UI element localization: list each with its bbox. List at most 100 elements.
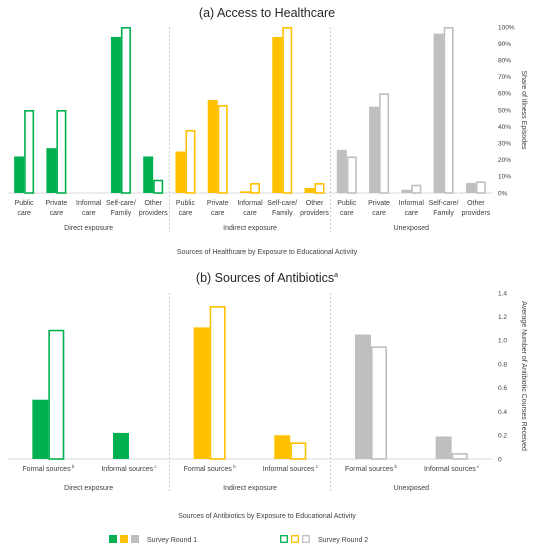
chart-a-bar-round1	[240, 191, 250, 193]
chart-a-bar-round2	[120, 26, 131, 194]
chart-b-category-superscript: c	[476, 464, 480, 469]
chart-a-y-tick: 0%	[498, 190, 508, 197]
legend-label-round2: Survey Round 2	[318, 537, 368, 544]
chart-a-bar-round1	[110, 36, 121, 194]
chart-b-bar-round2	[290, 442, 307, 460]
chart-a-category-label: care	[243, 210, 257, 217]
chart-a-y-tick: 50%	[498, 107, 511, 114]
chart-b-y-tick: 0	[498, 456, 502, 463]
legend-swatch-round2	[291, 535, 299, 543]
chart-a-category-label: Public	[337, 200, 357, 207]
chart-b-bar-round1	[32, 399, 49, 459]
chart-a-y-tick: 100%	[498, 24, 515, 31]
chart-b-y-tick: 0.4	[498, 409, 507, 416]
chart-b-group-label: Unexposed	[394, 485, 430, 492]
chart-b-y-axis-title: Average Number of Antibiotic Courses Rec…	[520, 301, 527, 451]
chart-a-bar-round2	[475, 181, 486, 194]
chart-a-category-label: Informal	[399, 200, 425, 207]
chart-a-bar-round2	[443, 26, 454, 194]
chart-a-bar-round1	[46, 148, 57, 193]
chart-b-x-axis-title: Sources of Antibiotics by Exposure to Ed…	[178, 513, 356, 520]
chart-a-y-axis-title: Share of Illness Episodes	[520, 71, 527, 150]
chart-a-category-label: Informal	[76, 200, 102, 207]
legend-label-round1: Survey Round 1	[147, 537, 197, 544]
chart-b-category-label: Formal sources b	[345, 464, 397, 473]
chart-b-y-tick: 1.2	[498, 314, 507, 321]
chart-a-category-label: Family	[433, 210, 454, 217]
chart-a-y-tick: 60%	[498, 91, 511, 98]
chart-a-bar-round2	[314, 183, 325, 194]
chart-a-category-label: Private	[207, 200, 229, 207]
chart-b-category-label: Informal sources c	[424, 464, 480, 473]
chart-b-bar-round1	[355, 334, 371, 459]
chart-b-group-label: Direct exposure	[64, 485, 113, 492]
chart-a-category-label: Informal	[237, 200, 263, 207]
chart-b-bar-round2	[370, 346, 387, 460]
chart-a-bar-round2	[24, 110, 35, 194]
chart-a-category-label: Family	[111, 210, 132, 217]
chart-a-y-tick: 20%	[498, 157, 511, 164]
chart-a-category-label: care	[179, 210, 193, 217]
chart-b-category-superscript: b	[71, 464, 75, 469]
chart-b-group-label: Indirect exposure	[223, 485, 277, 492]
chart-b-category-superscript: c	[314, 464, 318, 469]
chart-a-category-label: Other	[467, 200, 485, 207]
chart-b-y-tick: 0.6	[498, 385, 507, 392]
chart-a-category-label: Other	[306, 200, 324, 207]
chart-a-category-label: Public	[15, 200, 35, 207]
chart-b-bar-round1	[193, 327, 210, 459]
chart-a-bar-round2	[282, 26, 293, 194]
chart-a-bar-round2	[217, 105, 228, 194]
legend-swatch-round1	[109, 535, 117, 543]
chart-a-category-label: Self-care/	[106, 200, 136, 207]
chart-b-bar-round1	[435, 436, 452, 459]
chart-a-bar-round1	[401, 189, 412, 193]
chart-a-category-label: care	[340, 210, 354, 217]
chart-a-category-label: Public	[176, 200, 196, 207]
chart-b-y-tick: 1.0	[498, 338, 507, 345]
chart-a-category-label: care	[211, 210, 225, 217]
chart-a-y-tick: 40%	[498, 124, 511, 131]
chart-b-category-label: Informal sources c	[263, 464, 319, 473]
chart-a-group-label: Indirect exposure	[223, 225, 277, 232]
chart-a-category-label: care	[17, 210, 31, 217]
legend-swatch-round2	[302, 535, 310, 543]
chart-b-bar-round1	[113, 432, 129, 459]
chart-a-category-label: Family	[272, 210, 293, 217]
chart-a-bar-round1	[465, 183, 476, 193]
chart-a-category-label: providers	[300, 210, 329, 217]
chart-a-y-tick: 80%	[498, 58, 511, 65]
chart-a-bar-round1	[14, 156, 25, 193]
chart-a-y-tick: 90%	[498, 41, 511, 48]
chart-a-category-label: Private	[368, 200, 390, 207]
chart-a-x-axis-title: Sources of Healthcare by Exposure to Edu…	[177, 249, 358, 256]
chart-a-category-label: care	[372, 210, 386, 217]
chart-a-title: (a) Access to Healthcare	[199, 6, 335, 20]
chart-a-bar-round2	[346, 156, 357, 194]
chart-b-bar-round1	[274, 435, 291, 459]
chart-a-group-label: Direct exposure	[64, 225, 113, 232]
chart-a-bar-round1	[369, 106, 380, 193]
chart-a-category-label: providers	[139, 210, 168, 217]
chart-a-bar-round1	[433, 33, 444, 193]
chart-b-bar-round2	[209, 306, 226, 460]
chart-b-category-label: Formal sources b	[22, 464, 74, 473]
chart-b-title: (b) Sources of Antibioticsa	[196, 271, 338, 285]
chart-a-bar-round1	[272, 36, 283, 194]
chart-a-bar-round2	[153, 179, 164, 194]
chart-a-category-label: Private	[46, 200, 68, 207]
chart-a-group-label: Unexposed	[394, 225, 430, 232]
chart-a-bar-round1	[304, 188, 315, 193]
chart-a-y-tick: 10%	[498, 174, 511, 181]
chart-a-category-label: Other	[144, 200, 162, 207]
chart-a-bar-round1	[143, 156, 154, 193]
chart-a-category-label: Self-care/	[429, 200, 459, 207]
chart-b-category-superscript: c	[153, 464, 157, 469]
chart-b-bar-round2	[451, 453, 468, 460]
chart-a-bar-round1	[175, 151, 186, 193]
chart-a-bar-round1	[336, 149, 347, 193]
chart-a-bar-round2	[250, 183, 261, 194]
chart-b-bar-round2	[48, 329, 65, 460]
chart-a-y-tick: 30%	[498, 141, 511, 148]
